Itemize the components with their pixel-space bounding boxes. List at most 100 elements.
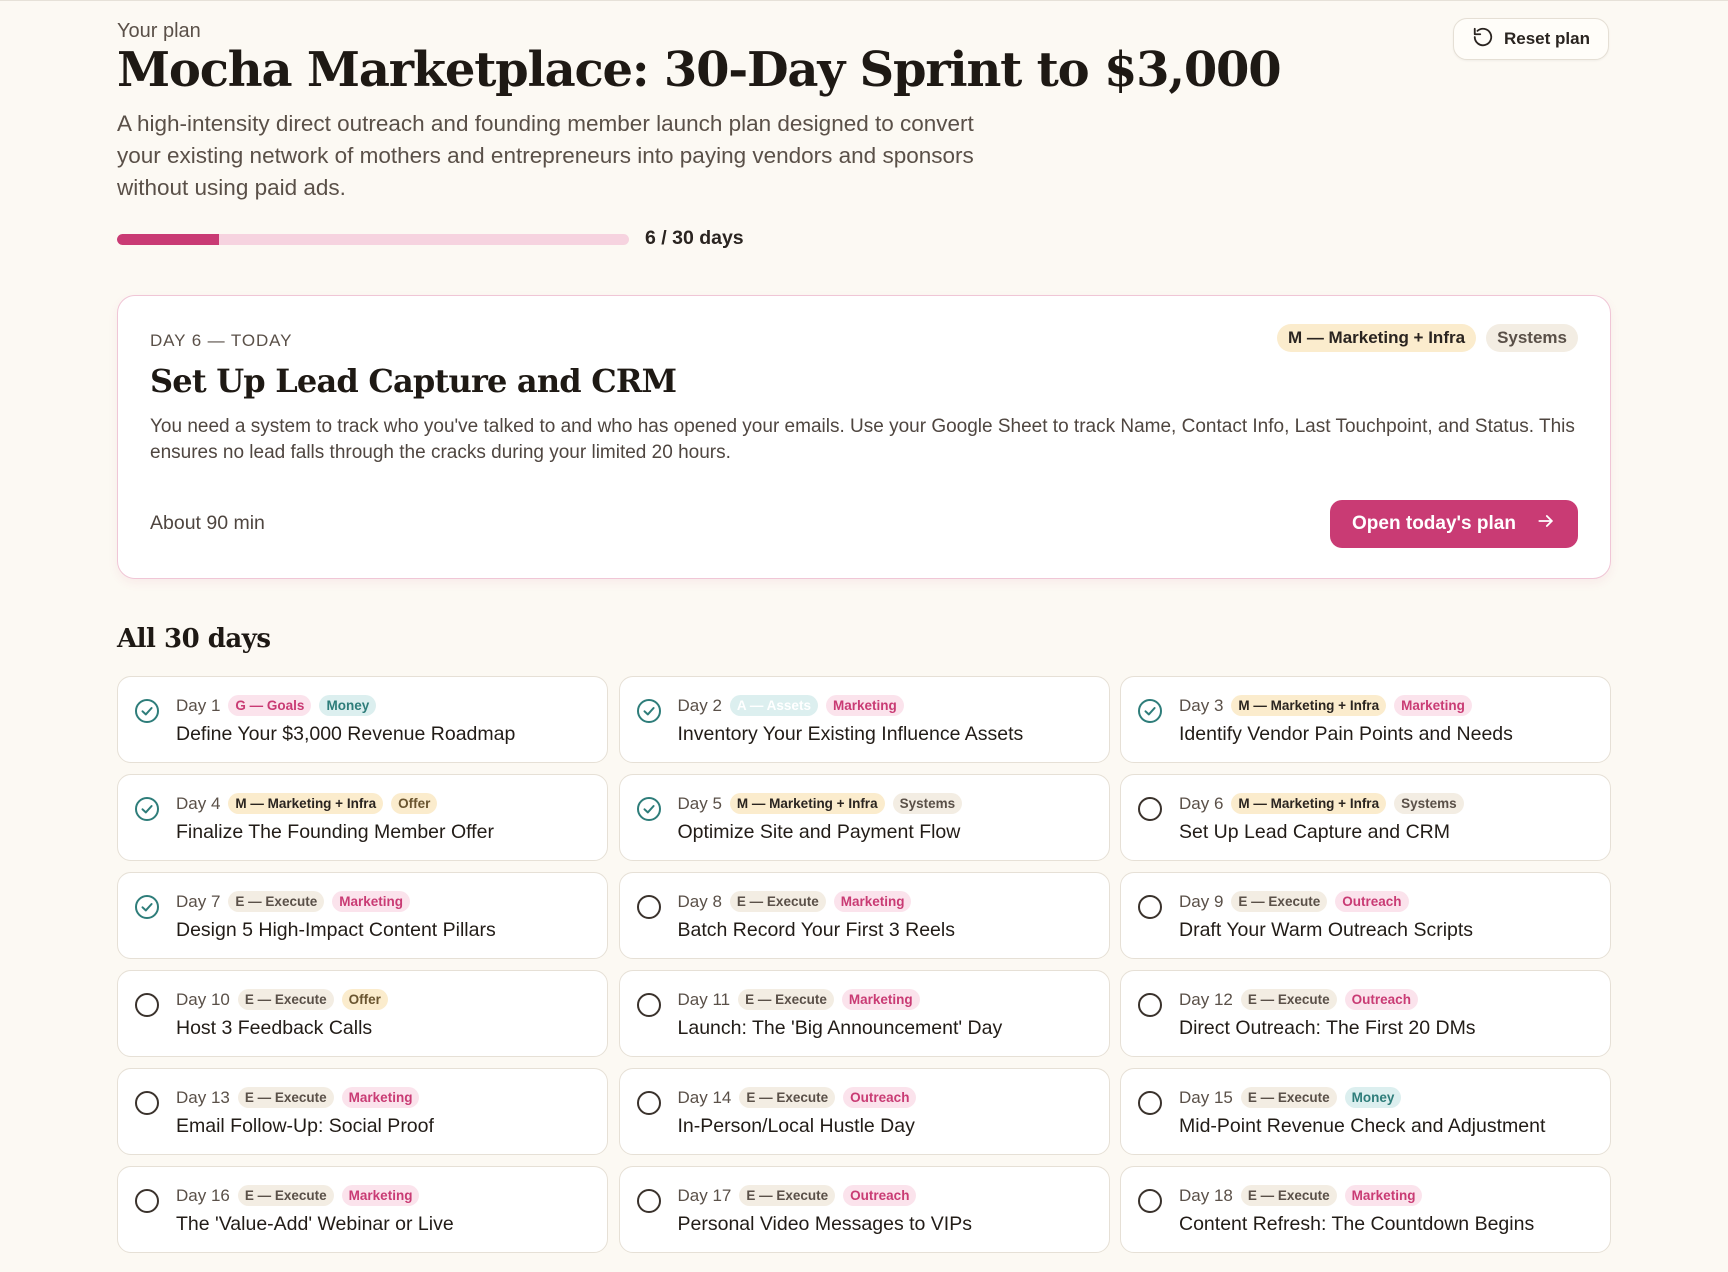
- arrow-right-icon: [1536, 511, 1556, 537]
- day-number: Day 10: [176, 989, 230, 1009]
- day-meta: Day 9 E — Execute Outreach: [1179, 891, 1409, 912]
- empty-circle-icon[interactable]: [636, 992, 662, 1018]
- day-number: Day 16: [176, 1185, 230, 1205]
- day-card[interactable]: Day 3 M — Marketing + Infra Marketing Ident…: [1120, 676, 1611, 763]
- day-card[interactable]: Day 2 A — Assets Marketing Inventory Your E…: [618, 676, 1110, 763]
- category-tag: Marketing: [1344, 1185, 1423, 1206]
- phase-tag: E — Execute: [729, 891, 826, 912]
- empty-circle-icon[interactable]: [1137, 894, 1163, 920]
- empty-circle-icon[interactable]: [1137, 1090, 1163, 1116]
- day-title: Define Your $3,000 Revenue Roadmap: [176, 723, 516, 745]
- phase-tag: M — Marketing + Infra: [228, 793, 384, 814]
- category-tag: Systems: [1394, 793, 1464, 814]
- day-card[interactable]: Day 9 E — Execute Outreach Draft Your Warm …: [1120, 872, 1611, 959]
- category-tag: Marketing: [841, 989, 920, 1010]
- day-title: Optimize Site and Payment Flow: [677, 821, 961, 843]
- day-meta: Day 7 E — Execute Marketing: [176, 891, 410, 912]
- phase-tag: E — Execute: [237, 1185, 334, 1206]
- phase-tag: E — Execute: [1240, 1087, 1337, 1108]
- day-title: The 'Value-Add' Webinar or Live: [176, 1213, 454, 1235]
- phase-tag: E — Execute: [739, 1185, 836, 1206]
- phase-tag: M — Marketing + Infra: [1231, 695, 1387, 716]
- today-description: You need a system to track who you've ta…: [150, 416, 1575, 463]
- checkmark-circle-icon[interactable]: [134, 894, 160, 920]
- empty-circle-icon[interactable]: [636, 1188, 662, 1214]
- day-meta: Day 2 A — Assets Marketing: [678, 695, 904, 716]
- empty-circle-icon[interactable]: [1137, 992, 1163, 1018]
- day-card[interactable]: Day 13 E — Execute Marketing Email Follow-U…: [117, 1068, 608, 1155]
- empty-circle-icon[interactable]: [134, 1090, 160, 1116]
- day-meta: Day 11 E — Execute Marketing: [678, 989, 920, 1010]
- reset-plan-label: Reset plan: [1504, 29, 1590, 48]
- category-tag: Marketing: [332, 891, 410, 912]
- day-number: Day 13: [176, 1087, 230, 1107]
- phase-tag: E — Execute: [237, 989, 334, 1010]
- top-divider: [0, 0, 1728, 1]
- day-card[interactable]: Day 12 E — Execute Outreach Direct Outreach…: [1120, 970, 1611, 1057]
- day-number: Day 1: [176, 695, 221, 715]
- empty-circle-icon[interactable]: [1137, 796, 1163, 822]
- day-meta: Day 3 M — Marketing + Infra Marketing: [1179, 695, 1472, 716]
- day-meta: Day 15 E — Execute Money: [1179, 1087, 1402, 1108]
- day-meta: Day 17 E — Execute Outreach: [678, 1185, 917, 1206]
- open-today-button[interactable]: Open today's plan: [1330, 500, 1578, 548]
- empty-circle-icon[interactable]: [1137, 1188, 1163, 1214]
- reset-plan-button[interactable]: Reset plan: [1453, 18, 1609, 60]
- empty-circle-icon[interactable]: [636, 894, 662, 920]
- day-title: Direct Outreach: The First 20 DMs: [1179, 1017, 1476, 1039]
- day-number: Day 6: [1179, 793, 1224, 813]
- day-title: In-Person/Local Hustle Day: [677, 1115, 915, 1137]
- day-card[interactable]: Day 14 E — Execute Outreach In-Person/Local…: [618, 1068, 1110, 1155]
- day-title: Host 3 Feedback Calls: [176, 1017, 373, 1039]
- phase-tag: E — Execute: [1240, 1185, 1337, 1206]
- day-card[interactable]: Day 17 E — Execute Outreach Personal Video …: [618, 1166, 1110, 1253]
- phase-tag: A — Assets: [729, 695, 818, 716]
- day-number: Day 9: [1179, 891, 1224, 911]
- empty-circle-icon[interactable]: [636, 1090, 662, 1116]
- day-number: Day 4: [176, 793, 221, 813]
- category-tag: Marketing: [341, 1185, 420, 1206]
- all-days-heading: All 30 days: [117, 624, 271, 654]
- day-number: Day 17: [677, 1185, 732, 1205]
- day-title: Draft Your Warm Outreach Scripts: [1179, 919, 1474, 941]
- day-card[interactable]: Day 18 E — Execute Marketing Content Refres…: [1120, 1166, 1611, 1253]
- day-card[interactable]: Day 7 E — Execute Marketing Design 5 High-I…: [117, 872, 608, 959]
- day-card[interactable]: Day 15 E — Execute Money Mid-Point Revenue …: [1120, 1068, 1611, 1155]
- day-card[interactable]: Day 8 E — Execute Marketing Batch Record Yo…: [618, 872, 1110, 959]
- category-tag: Marketing: [825, 695, 904, 716]
- category-tag: Outreach: [1344, 989, 1418, 1010]
- checkmark-circle-icon[interactable]: [636, 796, 662, 822]
- day-number: Day 3: [1179, 695, 1224, 715]
- day-title: Set Up Lead Capture and CRM: [1179, 821, 1450, 843]
- day-card[interactable]: Day 11 E — Execute Marketing Launch: The 'B…: [618, 970, 1110, 1057]
- checkmark-circle-icon[interactable]: [636, 698, 662, 724]
- checkmark-circle-icon[interactable]: [134, 796, 160, 822]
- checkmark-circle-icon[interactable]: [1137, 698, 1163, 724]
- day-card[interactable]: Day 4 M — Marketing + Infra Offer Finalize …: [117, 774, 608, 861]
- category-tag: Outreach: [1335, 891, 1409, 912]
- day-number: Day 8: [677, 891, 722, 911]
- empty-circle-icon[interactable]: [134, 992, 160, 1018]
- day-meta: Day 12 E — Execute Outreach: [1179, 989, 1418, 1010]
- plan-eyebrow: Your plan: [117, 20, 201, 42]
- day-title: Launch: The 'Big Announcement' Day: [677, 1017, 1003, 1039]
- day-title: Batch Record Your First 3 Reels: [677, 919, 955, 941]
- empty-circle-icon[interactable]: [134, 1188, 160, 1214]
- day-card[interactable]: Day 16 E — Execute Marketing The 'Value-Add…: [117, 1166, 608, 1253]
- phase-tag: E — Execute: [237, 1087, 334, 1108]
- checkmark-circle-icon[interactable]: [134, 698, 160, 724]
- day-number: Day 7: [176, 891, 221, 911]
- day-card[interactable]: Day 1 G — Goals Money Define Your $3,000 Re…: [117, 676, 608, 763]
- day-number: Day 2: [677, 695, 722, 715]
- day-title: Email Follow-Up: Social Proof: [176, 1115, 434, 1137]
- day-card[interactable]: Day 6 M — Marketing + Infra Systems Set Up …: [1120, 774, 1611, 861]
- day-meta: Day 5 M — Marketing + Infra Systems: [678, 793, 963, 814]
- day-title: Identify Vendor Pain Points and Needs: [1179, 723, 1513, 745]
- phase-tag: E — Execute: [1240, 989, 1337, 1010]
- day-title: Mid-Point Revenue Check and Adjustment: [1179, 1115, 1546, 1137]
- day-card[interactable]: Day 10 E — Execute Offer Host 3 Feedback Ca…: [117, 970, 608, 1057]
- day-meta: Day 10 E — Execute Offer: [176, 989, 388, 1010]
- day-number: Day 12: [1179, 989, 1233, 1009]
- category-tag: Marketing: [1394, 695, 1472, 716]
- day-card[interactable]: Day 5 M — Marketing + Infra Systems Optimiz…: [618, 774, 1110, 861]
